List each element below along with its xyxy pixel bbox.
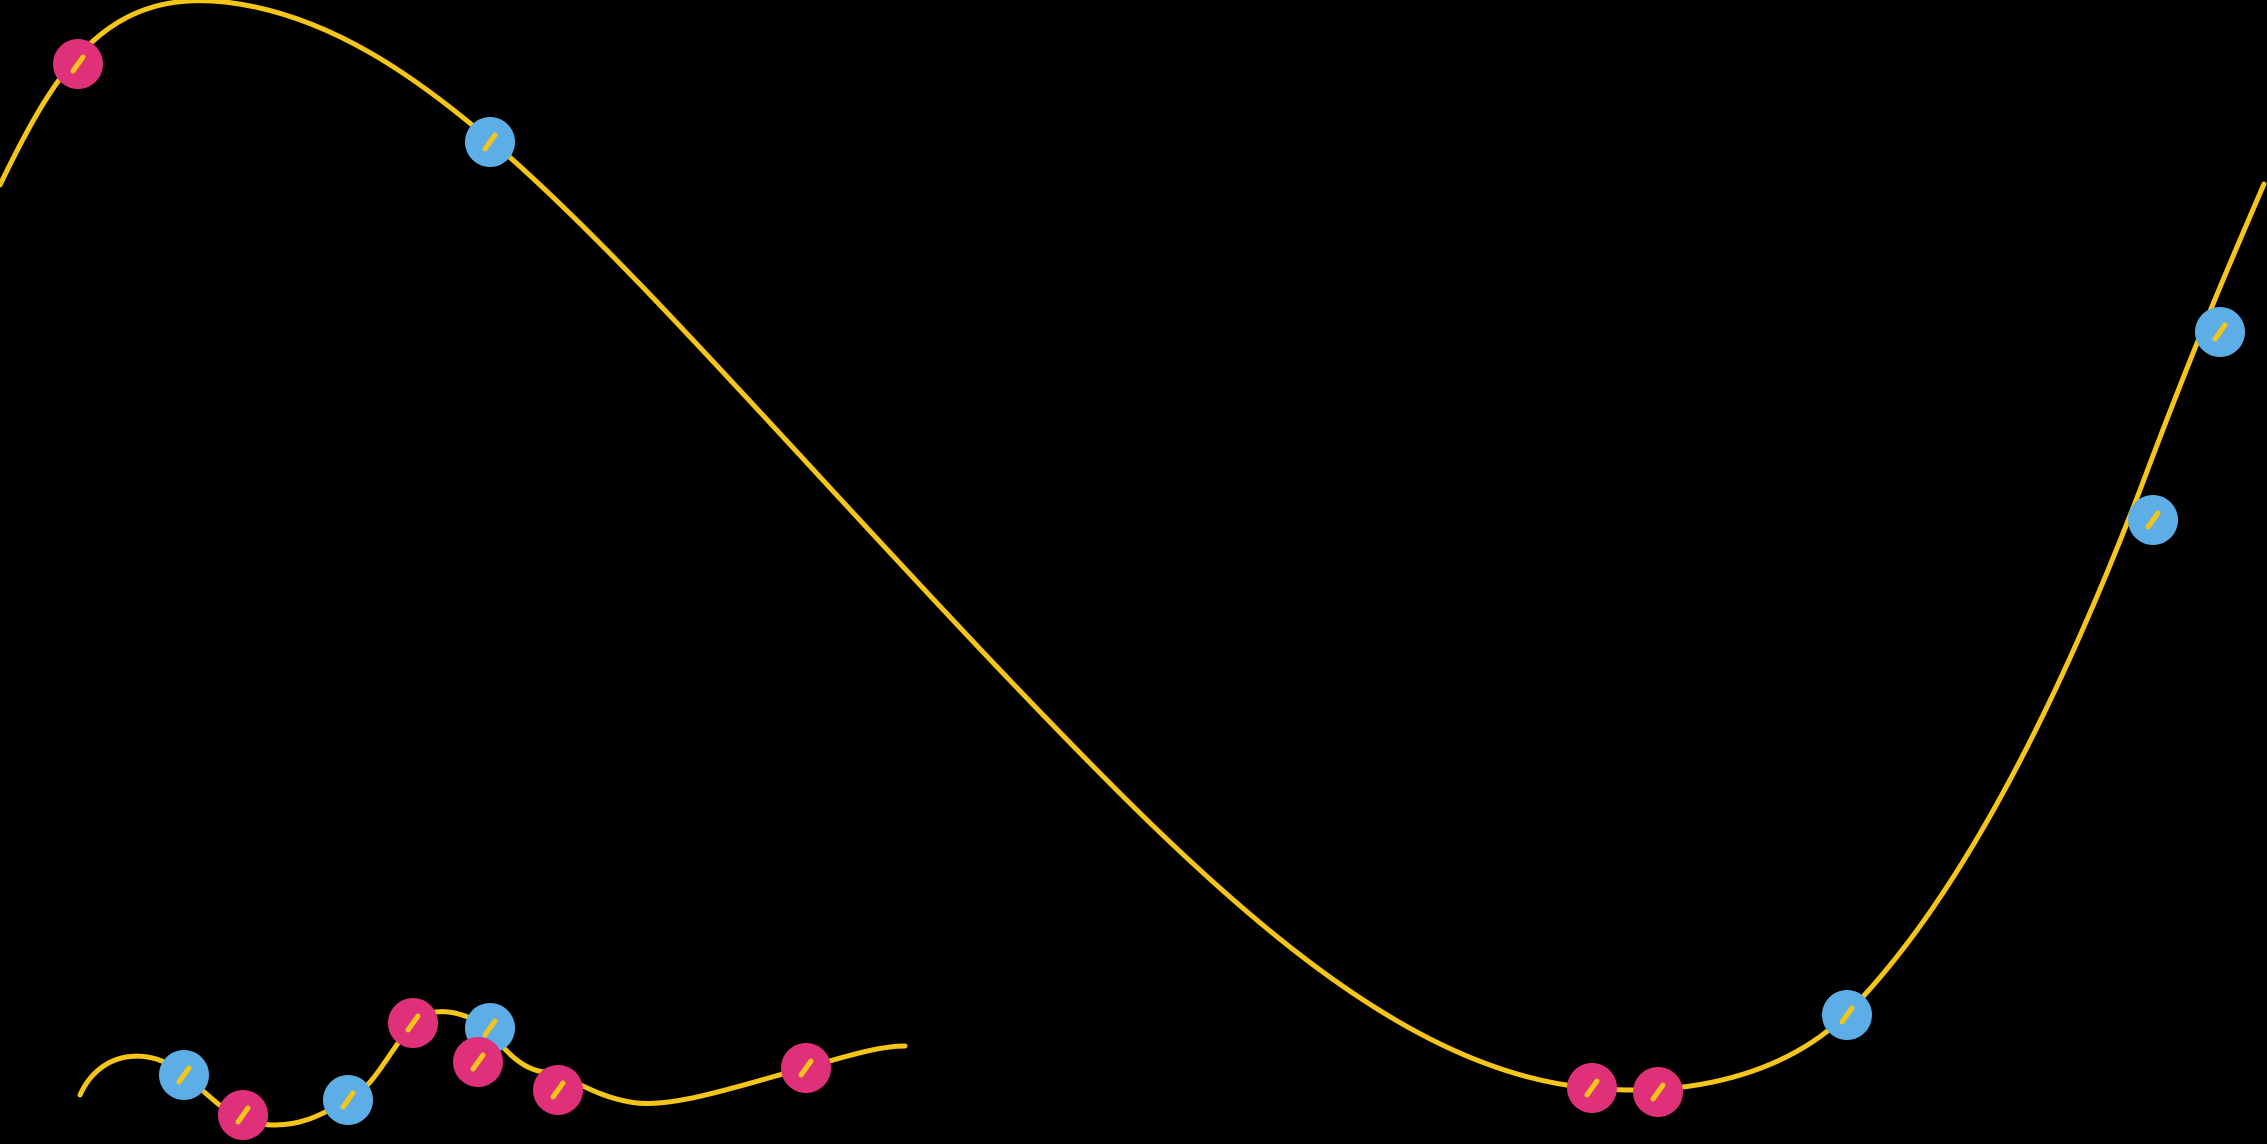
small-curve-bead-blue-thread bbox=[176, 1065, 192, 1085]
beads-layer bbox=[53, 39, 2245, 1140]
small-curve-group bbox=[77, 1009, 908, 1128]
large-wave-curve bbox=[0, 0, 2267, 1093]
large-curve-bead-pink-thread bbox=[70, 54, 86, 74]
small-curve-bead-pink-thread bbox=[798, 1058, 814, 1078]
small-curve-bead-blue-thread bbox=[482, 1018, 498, 1038]
large-curve-bead-pink-thread bbox=[1584, 1078, 1600, 1098]
small-wave-curve bbox=[77, 1009, 908, 1128]
small-curve-bead-blue-thread bbox=[340, 1090, 356, 1110]
large-curve-bead-blue-thread bbox=[1839, 1005, 1855, 1025]
large-curve-bead-blue-thread bbox=[2212, 322, 2228, 342]
small-curve-bead-pink-thread bbox=[550, 1080, 566, 1100]
large-curve-group bbox=[0, 0, 2267, 1093]
large-curve-bead-blue-thread bbox=[482, 132, 498, 152]
small-curve-bead-pink-thread bbox=[235, 1105, 251, 1125]
large-curve-bead-pink-thread bbox=[1650, 1082, 1666, 1102]
small-curve-bead-pink-thread bbox=[405, 1013, 421, 1033]
small-curve-bead-pink-thread bbox=[470, 1052, 486, 1072]
large-curve-bead-blue-thread bbox=[2145, 510, 2161, 530]
